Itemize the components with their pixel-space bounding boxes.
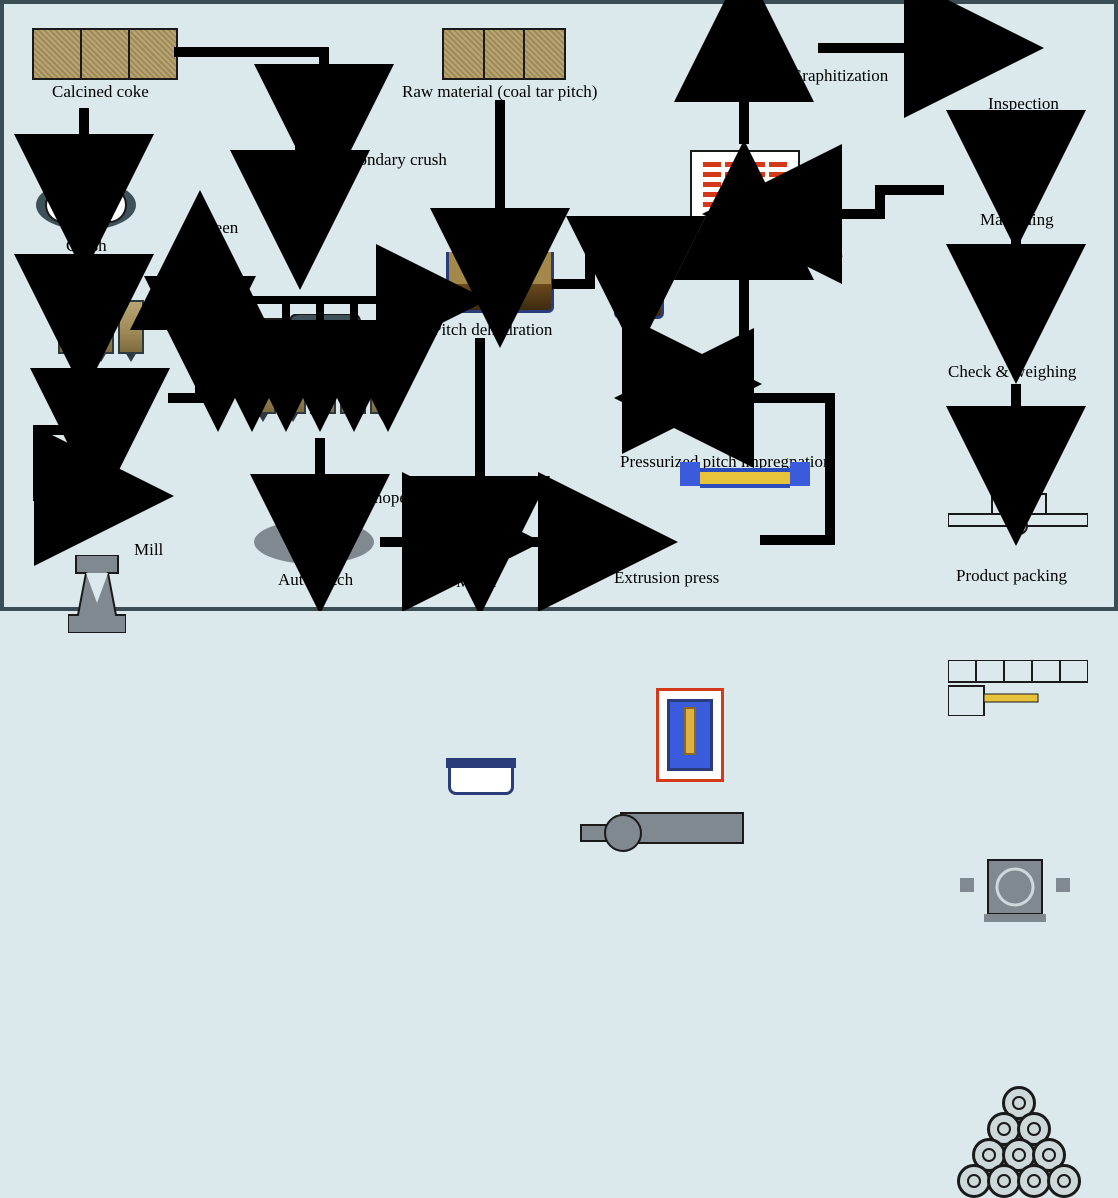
product-packing xyxy=(956,1086,1076,1196)
impregnation-vessel xyxy=(656,688,724,782)
mixer-machine xyxy=(446,764,516,808)
check-weighing xyxy=(960,854,1070,924)
extrusion-press xyxy=(580,812,750,852)
machining-station xyxy=(948,660,1088,716)
flow-arrows xyxy=(0,0,1118,611)
